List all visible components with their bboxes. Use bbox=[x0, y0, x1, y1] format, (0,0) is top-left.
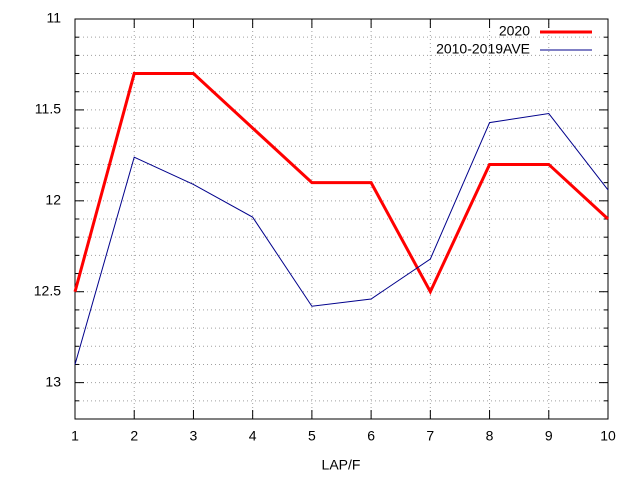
x-tick-label: 2 bbox=[130, 428, 138, 444]
series-line bbox=[74, 113, 609, 365]
legend-label: 2020 bbox=[499, 23, 530, 39]
y-tick-label: 12 bbox=[45, 192, 61, 208]
x-tick-label: 4 bbox=[249, 428, 257, 444]
y-tick-label: 12.5 bbox=[34, 282, 61, 298]
x-tick-label: 7 bbox=[426, 428, 434, 444]
x-tick-label: 10 bbox=[600, 428, 616, 444]
x-tick-label: 9 bbox=[545, 428, 553, 444]
legend-label: 2010-2019AVE bbox=[436, 41, 530, 57]
x-axis-label: LAP/F bbox=[322, 457, 361, 473]
x-tick-label: 5 bbox=[308, 428, 316, 444]
series-line bbox=[73, 72, 610, 296]
x-tick-label: 1 bbox=[71, 428, 79, 444]
y-tick-label: 11.5 bbox=[35, 101, 61, 117]
x-tick-label: 3 bbox=[190, 428, 198, 444]
y-tick-label: 13 bbox=[45, 373, 61, 389]
x-tick-label: 8 bbox=[486, 428, 494, 444]
y-tick-label: 11 bbox=[46, 10, 61, 26]
x-tick-label: 6 bbox=[367, 428, 375, 444]
